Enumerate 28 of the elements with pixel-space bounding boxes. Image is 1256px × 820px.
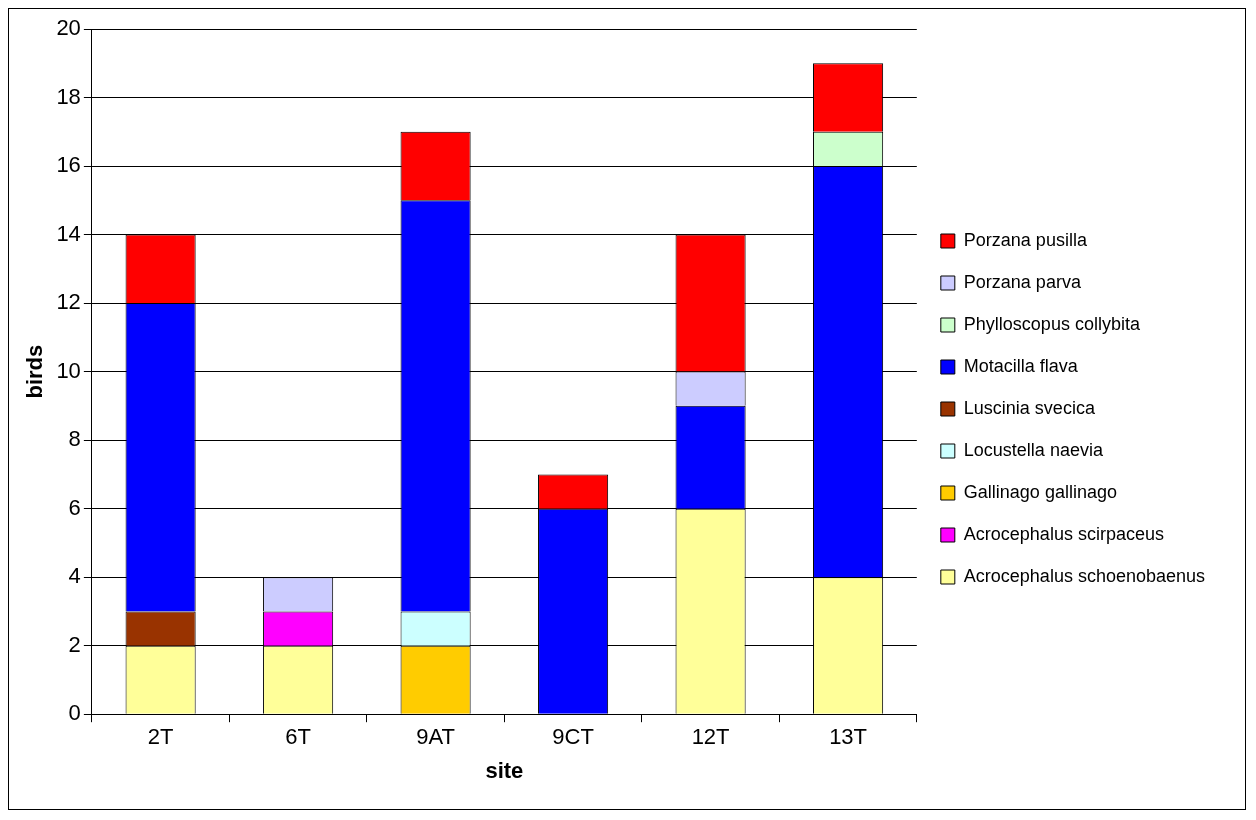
x-tick-label: 9AT [416,724,455,750]
y-tick-label: 8 [68,426,81,452]
y-tick-label: 2 [68,631,81,657]
y-tick-label: 18 [56,83,81,109]
legend-label: Porzana parva [963,271,1082,292]
y-tick-label: 4 [68,563,81,589]
y-tick-label: 14 [56,220,81,246]
legend-label: Motacilla flava [963,355,1079,376]
y-tick-label: 16 [56,152,81,178]
legend-label: Locustella naevia [963,439,1104,460]
legend-label: Porzana pusilla [963,229,1088,250]
x-axis-title: site [485,757,524,783]
y-tick-label: 0 [68,700,81,726]
x-tick-label: 12T [691,724,730,750]
y-tick-label: 10 [56,357,81,383]
legend-label: Acrocephalus scirpaceus [963,523,1164,544]
legend-label: Phylloscopus collybita [963,313,1141,334]
legend-label: Luscinia svecica [963,397,1096,418]
y-axis-title: birds [22,344,48,399]
y-tick-label: 20 [56,15,81,41]
y-tick-label: 6 [68,494,81,520]
x-tick-label: 2T [147,724,174,750]
legend-label: Acrocephalus schoenobaenus [963,565,1205,586]
legend-label: Gallinago gallinago [963,481,1117,502]
y-tick-label: 12 [56,289,81,315]
x-tick-label: 13T [829,724,868,750]
x-tick-label: 6T [285,724,311,750]
x-tick-label: 9CT [552,724,594,750]
